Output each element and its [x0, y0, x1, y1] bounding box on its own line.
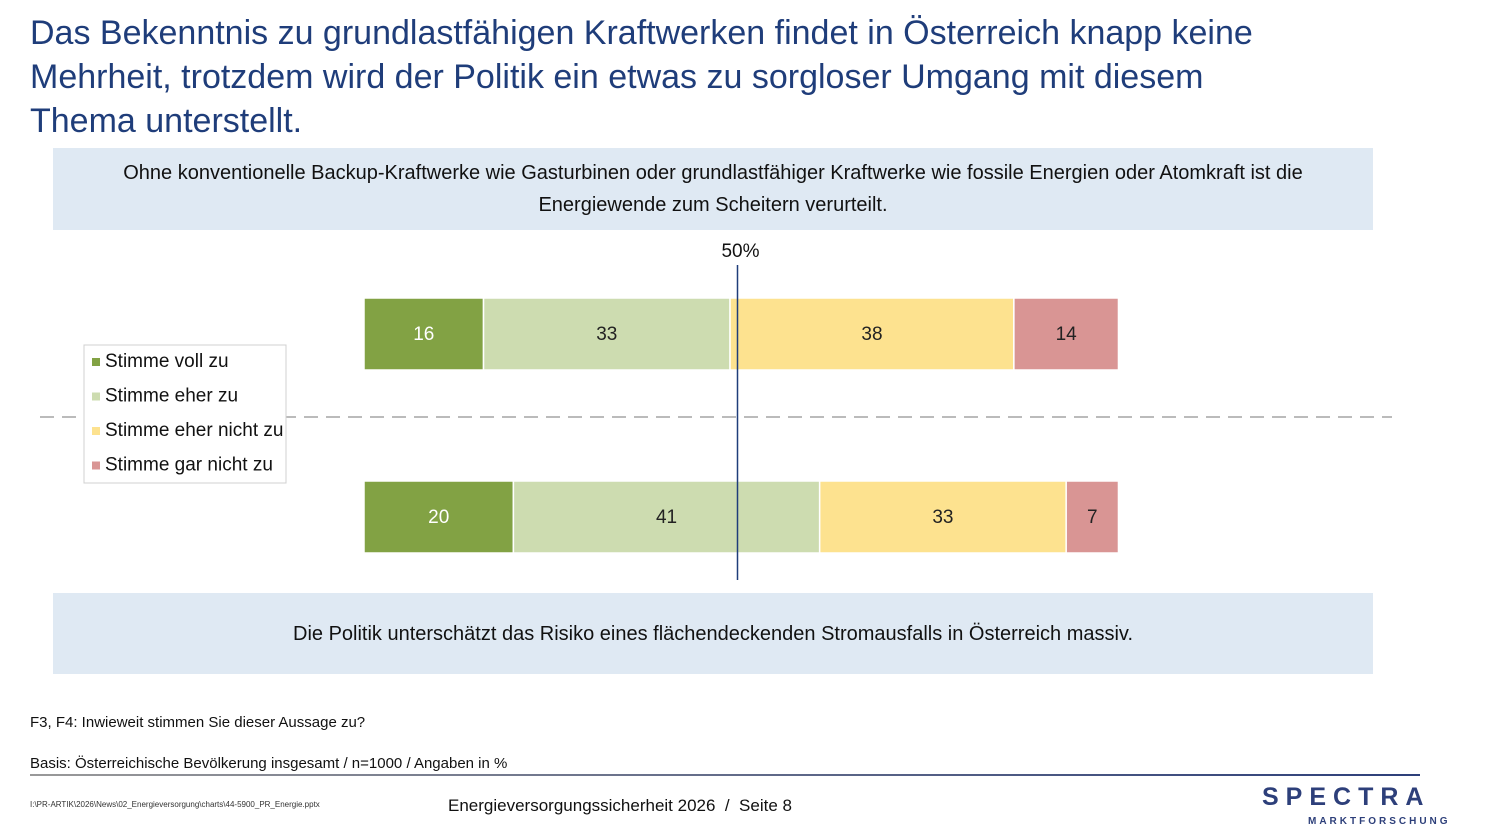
logo: SPECTRA	[1262, 783, 1431, 811]
basis: Basis: Österreichische Bevölkerung insge…	[30, 755, 508, 772]
file-path: I:\PR-ARTIK\2026\News\02_Energieversorgu…	[30, 800, 320, 809]
footer-rule	[30, 774, 1420, 776]
bar-segment	[1065, 480, 1120, 554]
bar-segment	[482, 297, 731, 371]
legend-swatch	[92, 358, 100, 366]
statement: Ohne konventionelle Backup-Kraftwerke wi…	[123, 162, 1303, 216]
reference-label: 50%	[721, 241, 759, 262]
legend-label: Stimme voll zu	[105, 351, 229, 372]
page-footer: Energieversorgungssicherheit 2026 / Seit…	[448, 796, 792, 815]
legend-swatch	[92, 392, 100, 401]
bar-segment	[512, 480, 821, 554]
statement: Die Politik unterschätzt das Risiko eine…	[293, 622, 1133, 645]
legend-label: Stimme eher nicht zu	[105, 420, 283, 441]
value-label: 33	[932, 507, 953, 528]
legend-swatch	[92, 427, 100, 435]
statement-box: Ohne konventionelle Backup-Kraftwerke wi…	[53, 148, 1373, 230]
value-label: 16	[413, 324, 434, 345]
statement-box: Die Politik unterschätzt das Risiko eine…	[53, 593, 1373, 674]
legend-swatch	[92, 461, 100, 470]
value-label: 38	[861, 324, 882, 345]
bar-segment	[729, 297, 1015, 371]
logo-sub: MARKTFORSCHUNG	[1308, 816, 1451, 827]
value-label: 14	[1056, 324, 1078, 345]
legend-label: Stimme eher zu	[105, 386, 238, 407]
bar-segment	[818, 480, 1067, 554]
legend-box	[83, 344, 287, 484]
value-label: 33	[596, 324, 617, 345]
slide-title: Das Bekenntnis zu grundlastfähigen Kraft…	[30, 14, 1253, 140]
value-label: 41	[656, 507, 677, 528]
question: F3, F4: Inwieweit stimmen Sie dieser Aus…	[30, 714, 366, 731]
value-label: 7	[1087, 507, 1098, 528]
value-label: 20	[428, 507, 449, 528]
legend-label: Stimme gar nicht zu	[105, 455, 273, 476]
bar-segment	[1013, 297, 1120, 371]
bar-segment	[363, 297, 485, 371]
